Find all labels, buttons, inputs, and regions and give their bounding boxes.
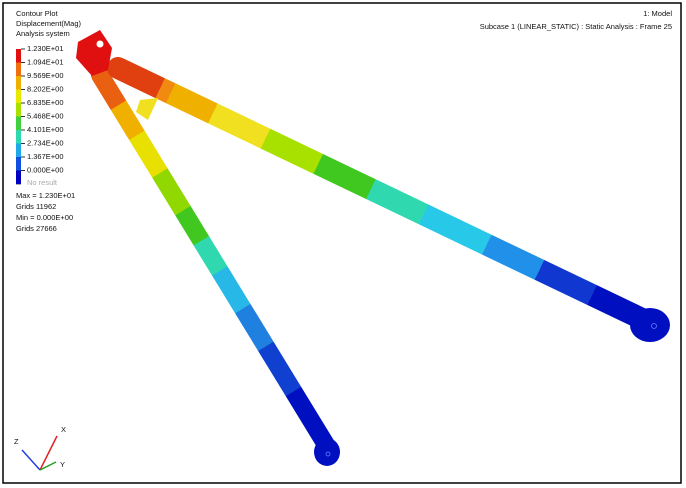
hole — [651, 323, 657, 329]
no-result: No result — [27, 178, 58, 187]
stat: Grids 11962 — [16, 202, 56, 211]
model-label: 1: Model — [643, 9, 672, 18]
axis-label: Y — [60, 460, 65, 469]
legend-swatch — [16, 62, 21, 76]
legend-swatch — [16, 76, 21, 90]
legend-title: Analysis system — [16, 29, 70, 38]
hole — [96, 40, 104, 48]
stat: Min = 0.000E+00 — [16, 213, 73, 222]
legend-swatch — [16, 49, 21, 63]
legend-level: 1.094E+01 — [27, 57, 64, 66]
model — [76, 30, 670, 466]
long-arm-lug — [630, 308, 670, 342]
legend-swatch — [16, 89, 21, 103]
long-arm — [107, 57, 651, 329]
stat: Grids 27666 — [16, 224, 57, 233]
legend-level: 5.468E+00 — [27, 111, 64, 120]
bracket — [136, 98, 158, 120]
legend-level: 6.835E+00 — [27, 98, 64, 107]
subcase-label: Subcase 1 (LINEAR_STATIC) : Static Analy… — [480, 22, 672, 31]
head — [76, 30, 112, 76]
x-axis — [39, 435, 58, 471]
legend-title: Contour Plot — [16, 9, 59, 18]
hole — [325, 451, 331, 457]
axis-label: Z — [14, 437, 19, 446]
legend-swatch — [16, 143, 21, 157]
short-arm — [91, 66, 337, 457]
legend-swatch — [16, 116, 21, 130]
legend-swatch — [16, 103, 21, 117]
legend-level: 9.569E+00 — [27, 71, 64, 80]
legend-level: 1.230E+01 — [27, 44, 64, 53]
legend-level: 8.202E+00 — [27, 84, 64, 93]
legend-level: 0.000E+00 — [27, 165, 64, 174]
axis-label: X — [61, 425, 66, 434]
legend-swatch — [16, 130, 21, 144]
frame — [2, 2, 682, 484]
legend-swatch — [16, 170, 21, 184]
legend-level: 1.367E+00 — [27, 152, 64, 161]
legend-level: 4.101E+00 — [27, 125, 64, 134]
legend-swatch — [16, 157, 21, 171]
axis-triad: X Z Y — [14, 425, 66, 471]
y-axis — [39, 461, 57, 471]
legend-level: 2.734E+00 — [27, 138, 64, 147]
stat: Max = 1.230E+01 — [16, 191, 75, 200]
legend-title: Displacement(Mag) — [16, 19, 82, 28]
z-axis — [21, 449, 41, 471]
legend: Contour Plot Displacement(Mag) Analysis … — [16, 9, 82, 233]
